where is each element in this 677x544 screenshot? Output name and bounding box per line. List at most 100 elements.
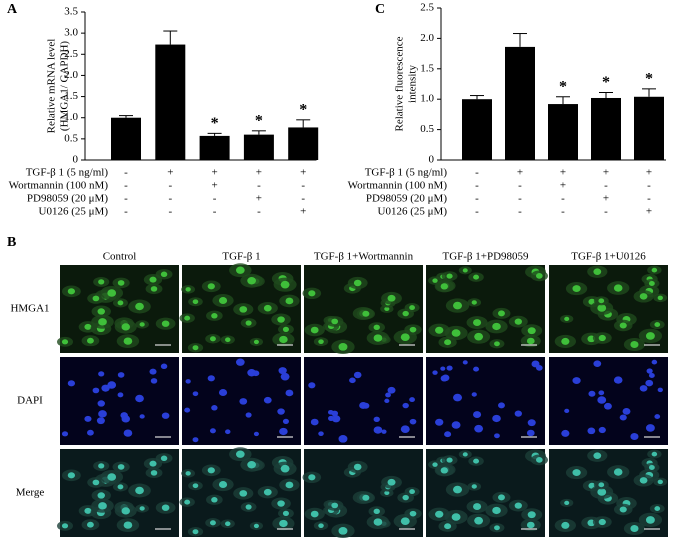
nucleus — [279, 427, 288, 436]
treatment-sign: - — [518, 180, 522, 192]
nucleus — [161, 412, 170, 419]
nucleus — [150, 378, 158, 384]
column-title: TGF-β 1+U0126 — [571, 251, 646, 263]
treatment-sign: - — [124, 180, 128, 192]
nucleus — [473, 458, 480, 464]
treatment-label: PD98059 (20 μM) — [366, 193, 447, 205]
nucleus — [492, 506, 501, 515]
nucleus — [245, 504, 252, 510]
nucleus — [384, 306, 390, 312]
nucleus — [648, 465, 655, 470]
treatment-sign: + — [256, 193, 262, 205]
nucleus — [630, 433, 639, 440]
bar — [591, 97, 621, 160]
nucleus — [657, 295, 663, 301]
nucleus — [402, 494, 409, 501]
nucleus — [98, 279, 105, 285]
treatment-label: U0126 (25 μM) — [39, 206, 109, 218]
nucleus — [400, 517, 410, 525]
treatment-sign: + — [646, 167, 652, 179]
treatment-label: Wortmannin (100 nM) — [9, 180, 109, 192]
nucleus — [239, 306, 248, 313]
nucleus — [473, 319, 482, 326]
nucleus — [117, 392, 124, 398]
nucleus — [331, 318, 339, 325]
nucleus — [278, 367, 287, 375]
treatment-sign: - — [301, 180, 305, 192]
nucleus — [657, 479, 663, 485]
nucleus — [387, 294, 396, 302]
nucleus — [651, 451, 658, 457]
nucleus — [651, 359, 658, 365]
treatment-sign: + — [300, 206, 306, 218]
nucleus — [318, 523, 324, 529]
nucleus — [630, 525, 639, 532]
nucleus — [280, 372, 290, 381]
nucleus — [432, 370, 438, 375]
nucleus — [639, 477, 648, 484]
nucleus — [161, 320, 170, 327]
nucleus — [207, 375, 215, 382]
nucleus — [353, 371, 362, 379]
nucleus — [440, 366, 446, 371]
nucleus — [236, 358, 245, 366]
nucleus — [494, 341, 500, 347]
treatment-sign: - — [213, 206, 217, 218]
nucleus — [492, 414, 501, 423]
nucleus — [209, 428, 216, 434]
nucleus — [597, 304, 607, 312]
nucleus — [318, 431, 324, 437]
y-tick-label: 2.5 — [64, 48, 78, 60]
significance: * — [255, 112, 263, 129]
nucleus — [630, 341, 639, 348]
column-title: TGF-β 1+PD98059 — [442, 251, 529, 263]
treatment-label: U0126 (25 μM) — [378, 206, 448, 218]
nucleus — [236, 266, 245, 274]
nucleus — [277, 408, 285, 415]
nucleus — [139, 506, 145, 511]
nucleus — [310, 510, 319, 518]
nucleus — [185, 471, 191, 476]
nucleus — [218, 297, 228, 305]
nucleus — [402, 402, 409, 409]
nucleus — [185, 287, 191, 292]
nucleus — [474, 424, 484, 433]
nucleus — [209, 520, 216, 526]
nucleus — [331, 502, 339, 509]
nucleus — [338, 527, 348, 535]
nucleus — [639, 385, 648, 392]
bar — [243, 134, 274, 160]
nucleus — [498, 310, 505, 317]
nucleus — [121, 507, 131, 515]
nucleus — [381, 429, 387, 434]
nucleus — [373, 324, 380, 331]
nucleus — [362, 402, 370, 409]
nucleus — [402, 310, 409, 317]
nucleus — [328, 415, 335, 422]
treatment-sign: + — [646, 206, 652, 218]
nucleus — [98, 318, 107, 326]
nucleus — [561, 337, 570, 345]
nucleus — [149, 276, 157, 283]
nucleus — [435, 326, 444, 334]
nucleus — [619, 322, 627, 329]
treatment-sign: + — [211, 180, 217, 192]
nucleus — [353, 279, 362, 287]
nucleus — [514, 318, 522, 325]
nucleus — [527, 511, 536, 519]
nucleus — [400, 425, 410, 433]
nucleus — [440, 467, 449, 474]
nucleus — [373, 416, 380, 423]
nucleus — [239, 398, 248, 405]
nucleus — [135, 302, 144, 311]
nucleus — [98, 371, 105, 377]
treatment-sign: + — [560, 167, 566, 179]
nucleus — [253, 523, 259, 529]
nucleus — [253, 339, 259, 345]
treatment-sign: - — [213, 193, 217, 205]
nucleus — [453, 393, 463, 402]
nucleus — [471, 300, 477, 305]
y-tick-label: 1.5 — [64, 90, 78, 102]
nucleus — [247, 277, 256, 285]
treatment-sign: - — [518, 206, 522, 218]
